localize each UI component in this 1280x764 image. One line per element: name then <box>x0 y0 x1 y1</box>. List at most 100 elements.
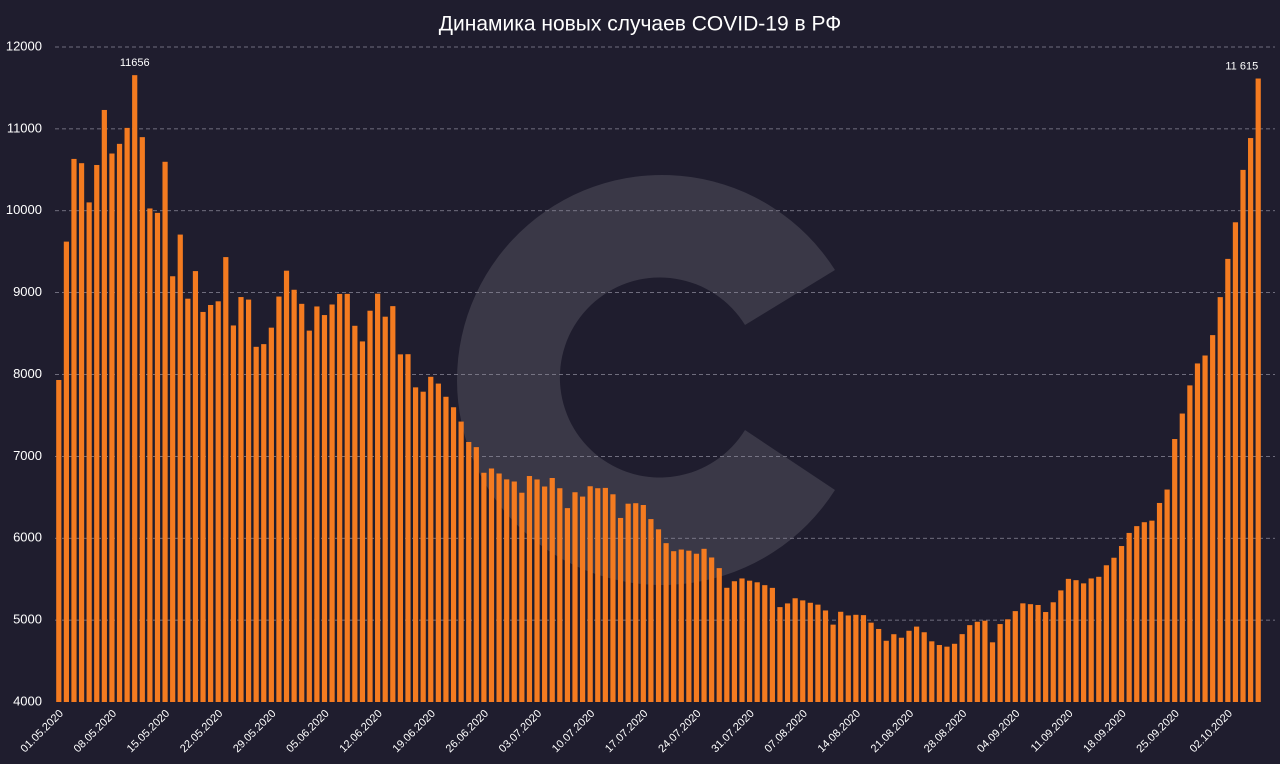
bar <box>936 645 942 702</box>
bar <box>412 387 419 702</box>
bar <box>746 580 753 702</box>
bar <box>519 492 525 702</box>
bar <box>1141 522 1147 702</box>
bar <box>754 582 760 702</box>
bar <box>496 473 502 702</box>
bar <box>572 492 578 702</box>
bar <box>71 158 77 703</box>
bar <box>883 640 889 702</box>
bar <box>1088 578 1094 702</box>
bar <box>154 212 161 702</box>
bar <box>116 143 123 702</box>
bar <box>245 299 252 702</box>
bar <box>891 634 897 702</box>
bar <box>473 447 479 702</box>
bar <box>511 481 517 702</box>
bar <box>1081 583 1087 702</box>
bar <box>1118 546 1125 702</box>
bar <box>352 325 358 702</box>
bar <box>982 620 988 702</box>
bar <box>724 587 730 702</box>
bar <box>617 517 624 702</box>
bar <box>306 330 312 702</box>
bar <box>1156 502 1163 702</box>
bar <box>534 479 540 702</box>
bar <box>1164 489 1170 702</box>
data-label: 11 615 <box>1225 60 1258 72</box>
bar <box>579 496 586 702</box>
bar <box>215 301 221 702</box>
bar <box>253 346 259 702</box>
bar <box>853 614 859 702</box>
bar <box>1225 258 1231 702</box>
y-tick-label: 12000 <box>6 38 42 53</box>
bar <box>731 581 738 702</box>
bar <box>329 304 335 702</box>
bar <box>898 637 905 702</box>
bar <box>762 585 768 702</box>
bar <box>1202 355 1208 702</box>
bar <box>564 508 571 702</box>
bar <box>671 551 677 702</box>
bar <box>777 607 783 702</box>
bar <box>1179 413 1185 702</box>
bar <box>1043 612 1049 702</box>
bar <box>268 327 274 702</box>
bar <box>420 391 426 702</box>
bar <box>709 557 715 702</box>
bar <box>876 628 882 702</box>
bar <box>359 341 366 702</box>
bar <box>1050 602 1056 702</box>
bar <box>344 293 350 702</box>
bar <box>921 632 927 702</box>
y-tick-label: 9000 <box>13 284 42 299</box>
bar <box>1187 385 1193 702</box>
bar <box>951 643 958 702</box>
bar <box>655 529 662 702</box>
bar <box>504 479 510 702</box>
bar <box>701 548 707 702</box>
bar <box>526 476 533 702</box>
bar <box>185 298 191 702</box>
bar <box>610 494 616 702</box>
bar <box>63 241 69 702</box>
bar <box>625 503 631 702</box>
bar <box>1073 580 1079 702</box>
bar <box>139 137 145 702</box>
bar <box>1217 297 1223 702</box>
y-tick-label: 11000 <box>7 120 42 135</box>
bar <box>170 276 176 702</box>
bar <box>974 621 980 702</box>
y-tick-label: 10000 <box>6 202 42 217</box>
bar <box>784 603 791 702</box>
bar <box>1232 222 1239 702</box>
bar <box>291 289 297 702</box>
bar <box>822 610 829 702</box>
bar <box>337 293 343 702</box>
bar <box>845 615 851 702</box>
bar <box>86 202 92 702</box>
bar <box>230 325 236 702</box>
bar <box>769 587 775 702</box>
bar <box>109 153 115 702</box>
bar <box>162 161 168 702</box>
bar <box>967 625 973 702</box>
bar <box>321 315 328 702</box>
bar <box>283 270 290 702</box>
bar <box>838 611 844 702</box>
bar <box>382 316 388 702</box>
bar <box>1012 611 1018 702</box>
bar <box>375 293 381 702</box>
bar <box>405 354 411 702</box>
bar <box>663 543 669 702</box>
bar <box>261 344 267 702</box>
bar <box>830 624 836 702</box>
bar <box>815 604 821 702</box>
bar <box>1210 335 1216 702</box>
bar <box>78 163 85 703</box>
bar <box>147 208 153 702</box>
bar <box>686 550 692 702</box>
bar <box>1058 590 1064 702</box>
bar <box>238 297 244 702</box>
